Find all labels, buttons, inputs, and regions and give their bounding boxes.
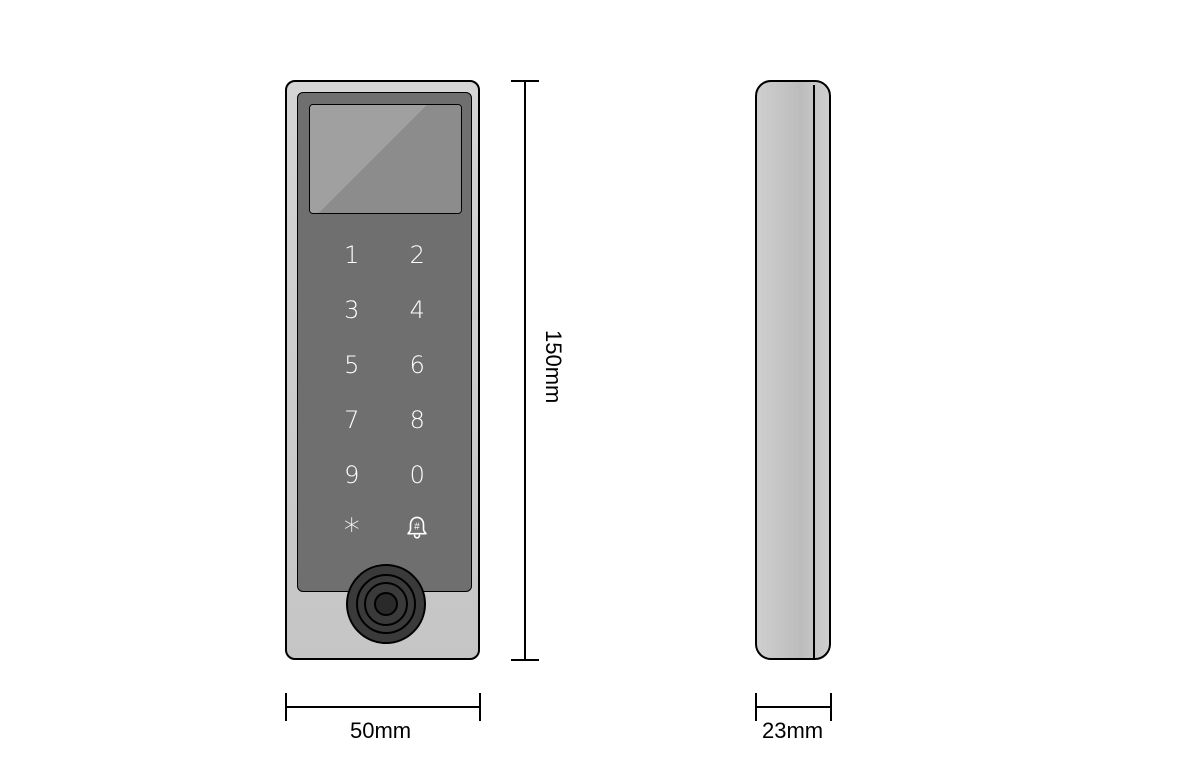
fingerprint-sensor bbox=[346, 564, 426, 644]
device-side-body bbox=[755, 80, 831, 660]
dim-wside-line bbox=[755, 706, 831, 708]
key-5: 5 bbox=[344, 353, 359, 377]
dim-height-label: 150mm bbox=[540, 330, 566, 403]
bell-hash-icon: # bbox=[404, 515, 430, 545]
svg-text:#: # bbox=[415, 521, 421, 532]
dim-wside-label: 23mm bbox=[762, 718, 823, 744]
dim-wfront-line bbox=[285, 706, 480, 708]
screen-shine bbox=[310, 105, 461, 213]
key-9: 9 bbox=[344, 463, 359, 487]
key-2: 2 bbox=[410, 243, 425, 267]
key-star: * bbox=[344, 514, 360, 546]
key-7: 7 bbox=[344, 408, 359, 432]
key-4: 4 bbox=[410, 298, 425, 322]
keypad: 1 2 3 4 5 6 7 8 9 0 * # bbox=[319, 227, 450, 557]
key-0: 0 bbox=[410, 463, 425, 487]
device-side-seam bbox=[813, 85, 815, 659]
key-1: 1 bbox=[344, 243, 359, 267]
device-screen bbox=[309, 104, 462, 214]
key-3: 3 bbox=[344, 298, 359, 322]
device-front-body: 1 2 3 4 5 6 7 8 9 0 * # bbox=[285, 80, 480, 660]
dim-wfront-label: 50mm bbox=[350, 718, 411, 744]
diagram-canvas: 1 2 3 4 5 6 7 8 9 0 * # bbox=[0, 0, 1200, 777]
key-8: 8 bbox=[410, 408, 425, 432]
key-6: 6 bbox=[410, 353, 425, 377]
dim-height-line bbox=[524, 80, 526, 660]
